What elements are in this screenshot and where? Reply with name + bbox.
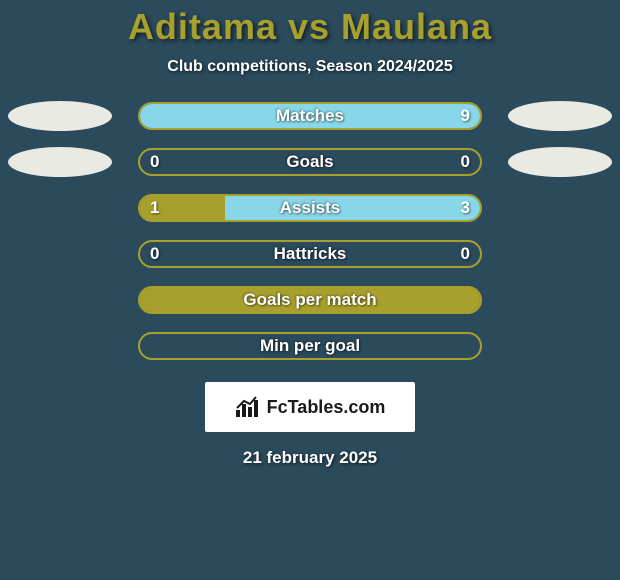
stat-bar: Goals 0 0	[138, 148, 482, 176]
player-ellipse-left	[8, 147, 112, 177]
stat-label: Goals	[286, 152, 333, 172]
stat-label: Min per goal	[260, 336, 360, 356]
player-ellipse-left	[8, 101, 112, 131]
stat-bar: Goals per match	[138, 286, 482, 314]
stat-value-left: 0	[150, 244, 159, 264]
source-badge-text: FcTables.com	[267, 397, 386, 418]
stat-row: Min per goal	[0, 332, 620, 360]
stat-value-left: 0	[150, 152, 159, 172]
stat-bar-fill-right	[225, 196, 480, 220]
stat-row: Assists 1 3	[0, 194, 620, 222]
stat-value-left: 1	[150, 198, 159, 218]
player-ellipse-right	[508, 101, 612, 131]
source-badge: FcTables.com	[205, 382, 415, 432]
stat-value-right: 0	[461, 152, 470, 172]
stat-row: Goals per match	[0, 286, 620, 314]
subtitle: Club competitions, Season 2024/2025	[167, 58, 452, 76]
stat-label: Hattricks	[274, 244, 347, 264]
stat-rows: Matches9Goals00Assists13Hattricks00Goals…	[0, 102, 620, 360]
bar-chart-icon	[235, 396, 261, 418]
stat-label: Matches	[276, 106, 344, 126]
stat-label: Goals per match	[243, 290, 376, 310]
page-title: Aditama vs Maulana	[128, 6, 492, 48]
stat-bar: Hattricks 0 0	[138, 240, 482, 268]
player-ellipse-right	[508, 147, 612, 177]
stat-value-right: 0	[461, 244, 470, 264]
stat-bar: Assists 1 3	[138, 194, 482, 222]
stat-row: Hattricks 0 0	[0, 240, 620, 268]
stat-bar: Min per goal	[138, 332, 482, 360]
stat-row: Goals 0 0	[0, 148, 620, 176]
stat-row: Matches 9	[0, 102, 620, 130]
stat-bar: Matches 9	[138, 102, 482, 130]
stat-value-right: 3	[461, 198, 470, 218]
comparison-panel: Aditama vs Maulana Club competitions, Se…	[0, 0, 620, 580]
date-caption: 21 february 2025	[243, 448, 377, 468]
stat-label: Assists	[280, 198, 340, 218]
stat-value-right: 9	[461, 106, 470, 126]
